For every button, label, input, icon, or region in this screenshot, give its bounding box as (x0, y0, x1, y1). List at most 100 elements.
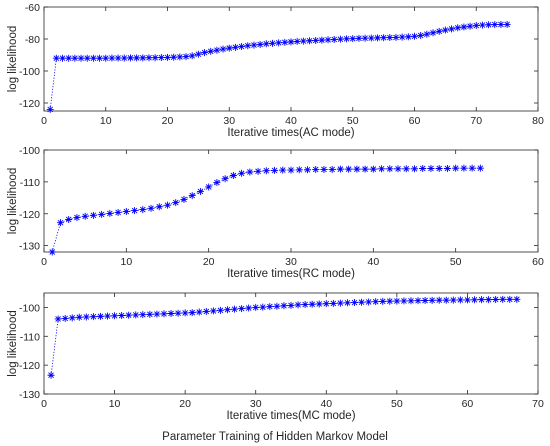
data-point (188, 309, 196, 317)
data-point (355, 34, 363, 42)
data-point (373, 34, 381, 42)
data-point (441, 26, 449, 34)
data-point (131, 207, 139, 215)
data-point (164, 53, 171, 61)
data-point (56, 219, 64, 227)
x-tick-label: 30 (250, 398, 262, 410)
data-point (287, 38, 295, 46)
data-point (52, 54, 60, 62)
data-point (262, 167, 270, 175)
data-point (238, 43, 246, 51)
data-point (429, 29, 437, 37)
y-axis-label: log likelihood (7, 168, 19, 235)
data-point (386, 165, 394, 173)
data-point (419, 164, 427, 172)
data-point (151, 54, 159, 62)
data-point (172, 199, 180, 207)
data-point (47, 371, 55, 379)
data-point (330, 35, 338, 43)
data-point (89, 211, 97, 219)
x-tick-label: 50 (450, 256, 462, 268)
data-point (435, 296, 443, 304)
data-point (407, 297, 415, 305)
data-point (48, 248, 56, 256)
data-point (478, 21, 486, 29)
x-tick-label: 0 (41, 256, 47, 268)
data-point (65, 215, 73, 223)
subplot-3: 0 10 20 30 40 50 60 70 -130 -120 -110 -100 Iterative… (7, 292, 544, 422)
x-axis-label: Iterative times(MC mode) (226, 410, 355, 422)
data-point (361, 165, 369, 173)
data-point (279, 166, 287, 174)
data-point (468, 164, 476, 172)
data-point (485, 296, 493, 304)
data-point (379, 297, 387, 305)
data-point (460, 164, 468, 172)
data-point (324, 36, 332, 44)
data-point (492, 295, 500, 303)
data-point (351, 299, 359, 307)
data-point (281, 38, 289, 46)
data-point (380, 34, 388, 42)
data-point (238, 305, 246, 313)
data-point (54, 315, 62, 323)
data-point (254, 167, 262, 175)
data-point (513, 295, 521, 303)
data-point (139, 311, 147, 319)
data-point (435, 27, 443, 35)
data-point (435, 164, 443, 172)
y-tick-label: -110 (20, 177, 40, 189)
y-axis-label: log likelihood (7, 26, 19, 93)
data-point (301, 301, 309, 309)
data-point (132, 311, 140, 319)
data-point (252, 303, 260, 311)
x-tick-label: 20 (162, 115, 174, 127)
data-point (320, 165, 328, 173)
data-point (146, 310, 154, 318)
data-point (126, 54, 134, 62)
data-point (485, 21, 493, 29)
y-tick-label: -60 (25, 2, 40, 14)
subplot-1: 0 10 20 30 40 50 60 70 80 -120 -100 -80 -60 Iterative… (7, 2, 544, 139)
data-point (155, 203, 163, 211)
data-point (268, 39, 276, 47)
data-point (336, 35, 344, 43)
data-point (83, 54, 91, 62)
data-point (114, 54, 122, 62)
y-tick-label: -130 (19, 241, 40, 253)
x-axis-label: Iterative times(RC mode) (227, 268, 355, 280)
data-point (273, 302, 281, 310)
data-point (476, 164, 484, 172)
x-tick-label: 40 (320, 398, 332, 410)
data-point (369, 165, 377, 173)
data-point (506, 295, 514, 303)
data-point (328, 165, 336, 173)
data-point (361, 34, 369, 42)
data-point (139, 206, 147, 214)
data-point (299, 37, 307, 45)
data-point (345, 165, 353, 173)
data-point (456, 296, 464, 304)
data-point (219, 45, 227, 53)
data-point (280, 302, 288, 310)
data-point (295, 166, 303, 174)
data-point (96, 312, 104, 320)
data-point (392, 33, 400, 41)
y-axis-label: log likelihood (7, 310, 19, 377)
data-point (170, 53, 178, 61)
data-point (463, 296, 471, 304)
data-point (454, 24, 462, 32)
data-point (294, 301, 302, 309)
data-point (318, 36, 326, 44)
data-point (398, 33, 406, 41)
x-tick-label: 10 (109, 398, 121, 410)
data-point (499, 295, 507, 303)
y-tick-label: -120 (19, 98, 40, 110)
data-point (246, 168, 254, 176)
data-point (180, 195, 188, 203)
data-point (118, 312, 126, 320)
data-point (213, 46, 221, 54)
data-point (205, 183, 213, 191)
data-point (259, 303, 267, 311)
data-point (89, 313, 97, 321)
